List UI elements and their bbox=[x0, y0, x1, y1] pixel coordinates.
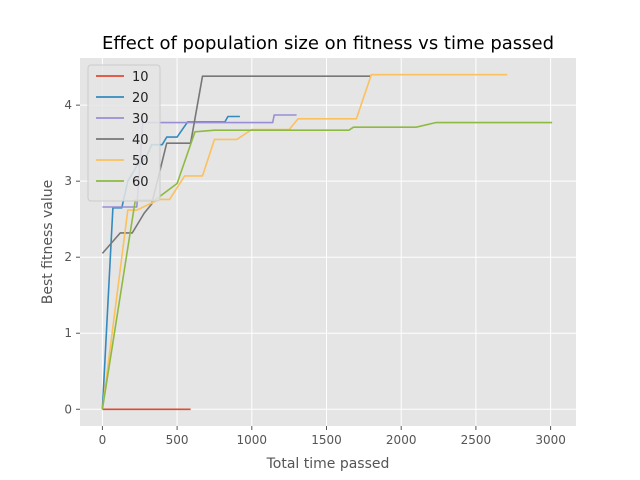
y-tick-label: 2 bbox=[64, 250, 72, 264]
legend-label: 20 bbox=[132, 91, 149, 106]
x-tick-label: 1000 bbox=[237, 433, 268, 447]
legend: 10 20 30 40 50 60 bbox=[87, 64, 161, 202]
x-tick-label: 3000 bbox=[535, 433, 566, 447]
y-tick-label: 1 bbox=[64, 326, 72, 340]
y-tick-label: 4 bbox=[64, 98, 72, 112]
x-axis-label: Total time passed bbox=[266, 456, 390, 472]
legend-label: 60 bbox=[132, 175, 149, 190]
x-tick-label: 500 bbox=[166, 433, 189, 447]
y-axis-label: Best fitness value bbox=[40, 180, 56, 305]
x-tick-label: 2000 bbox=[386, 433, 417, 447]
y-tick-label: 3 bbox=[64, 174, 72, 188]
chart-title: Effect of population size on fitness vs … bbox=[102, 33, 554, 54]
series-line-50 bbox=[101, 73, 508, 410]
y-tick-label: 0 bbox=[64, 402, 72, 416]
x-tick-label: 2500 bbox=[461, 433, 492, 447]
legend-box bbox=[87, 64, 161, 202]
legend-label: 40 bbox=[132, 133, 149, 148]
x-tick-label: 1500 bbox=[311, 433, 342, 447]
tick-labels: 0 500 1000 1500 2000 2500 3000 0 1 2 3 4 bbox=[64, 98, 566, 447]
legend-label: 10 bbox=[132, 70, 149, 85]
x-tick-label: 0 bbox=[99, 433, 107, 447]
legend-label: 30 bbox=[132, 112, 149, 127]
legend-label: 50 bbox=[132, 154, 149, 169]
